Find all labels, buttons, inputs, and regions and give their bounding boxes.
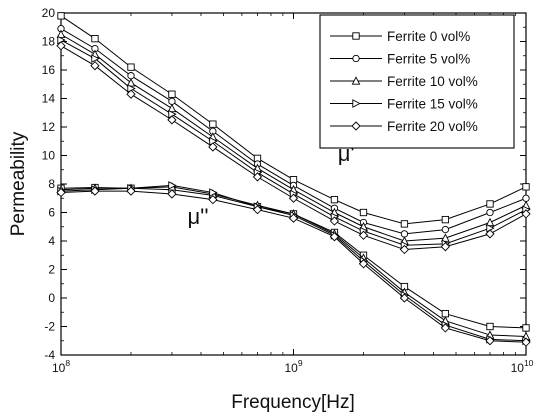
data-point-mu-double-prime <box>167 189 177 199</box>
data-point-mu-prime <box>441 215 450 224</box>
legend-swatch-marker <box>352 99 361 108</box>
data-point-mu-prime <box>168 97 176 106</box>
legend-swatch-marker <box>352 54 360 63</box>
data-point-mu-prime <box>522 183 530 191</box>
data-point-mu-prime <box>440 242 451 252</box>
legend-item: Ferrite 0 vol% <box>330 29 470 44</box>
legend-label: Ferrite 20 vol% <box>387 119 478 134</box>
data-point-mu-prime <box>90 61 100 71</box>
data-point-mu-double-prime <box>288 213 299 223</box>
data-point-mu-prime <box>91 35 99 43</box>
data-point-mu-prime <box>441 225 450 234</box>
y-tick-label: 18 <box>42 35 56 49</box>
x-tick-label: 109 <box>284 358 302 375</box>
data-point-mu-prime <box>522 194 530 202</box>
y-axis-label: Permeability <box>8 131 29 236</box>
legend-swatch-marker <box>351 121 361 131</box>
x-tick-label: 1010 <box>511 358 534 375</box>
legend-swatch-marker <box>352 32 360 40</box>
data-point-mu-double-prime <box>358 259 369 269</box>
data-point-mu-prime <box>486 208 494 217</box>
data-point-mu-prime <box>485 229 495 239</box>
data-point-mu-prime <box>521 209 531 219</box>
data-point-mu-double-prime <box>252 205 263 215</box>
data-point-mu-prime <box>56 41 66 51</box>
y-tick-label: 10 <box>42 149 56 163</box>
data-point-mu-double-prime <box>56 187 66 198</box>
data-point-mu-prime <box>168 90 176 98</box>
y-tick-label: 0 <box>48 291 55 305</box>
y-tick-label: -4 <box>44 348 55 362</box>
data-point-mu-double-prime <box>126 186 136 196</box>
data-point-mu-prime <box>208 142 218 152</box>
data-point-mu-double-prime <box>521 337 531 347</box>
data-point-mu-prime <box>359 208 368 217</box>
legend-label: Ferrite 0 vol% <box>387 29 470 44</box>
data-point-mu-prime <box>330 196 339 204</box>
data-point-mu-double-prime <box>440 323 451 333</box>
y-tick-label: 8 <box>48 177 55 191</box>
data-point-mu-prime <box>400 230 409 238</box>
legend-item: Ferrite 20 vol% <box>330 119 478 134</box>
data-point-mu-prime <box>167 115 177 125</box>
y-tick-label: 4 <box>48 234 55 248</box>
x-axis-label: Frequency[Hz] <box>231 392 355 413</box>
series-4 <box>56 41 531 347</box>
series-1 <box>57 25 530 238</box>
data-point-mu-prime <box>57 12 65 20</box>
legend-swatch-marker <box>351 76 361 85</box>
data-point-mu-double-prime <box>90 186 100 196</box>
series-line-mu-double-prime <box>60 184 527 342</box>
legend-label: Ferrite 5 vol% <box>387 52 470 67</box>
data-point-mu-double-prime <box>441 310 450 318</box>
y-tick-label: 2 <box>48 263 55 277</box>
data-point-mu-prime <box>126 78 136 87</box>
data-point-mu-prime <box>329 216 340 226</box>
data-point-mu-double-prime <box>522 324 530 332</box>
legend-item: Ferrite 15 vol% <box>330 97 478 112</box>
y-tick-label: 20 <box>42 6 56 20</box>
legend-label: Ferrite 15 vol% <box>387 97 478 112</box>
data-point-mu-prime <box>485 217 495 227</box>
data-point-mu-prime <box>252 172 263 182</box>
data-point-mu-prime <box>399 244 410 255</box>
legend-item: Ferrite 10 vol% <box>330 74 478 89</box>
data-point-mu-prime <box>56 29 66 39</box>
data-point-mu-prime <box>441 233 450 242</box>
data-point-mu-prime <box>127 72 135 80</box>
x-tick-label: 108 <box>52 358 70 375</box>
data-point-mu-double-prime <box>168 181 177 190</box>
series-line-mu-double-prime <box>60 187 527 329</box>
data-point-mu-prime <box>486 200 494 208</box>
legend: Ferrite 0 vol% Ferrite 5 vol% Ferrite 10 v… <box>319 14 515 149</box>
data-point-mu-prime <box>400 220 409 228</box>
data-point-mu-prime <box>126 89 136 99</box>
x-tick-labels: 108 109 1010 <box>52 358 534 375</box>
y-tick-label: 16 <box>42 63 56 77</box>
data-point-mu-prime <box>358 230 369 240</box>
data-point-mu-prime <box>91 54 100 63</box>
data-point-mu-double-prime <box>329 232 340 242</box>
y-tick-label: -2 <box>44 320 55 334</box>
data-point-mu-double-prime <box>208 195 218 205</box>
data-point-mu-prime <box>288 193 299 203</box>
y-tick-labels: -4 -2 0 2 4 6 8 10 12 14 16 18 20 <box>42 6 56 362</box>
y-tick-label: 6 <box>48 206 55 220</box>
data-point-mu-double-prime <box>399 293 410 303</box>
data-point-mu-prime <box>209 120 217 128</box>
data-point-mu-double-prime <box>209 188 218 197</box>
y-tick-label: 12 <box>42 120 56 134</box>
curve-annotation: μ'' <box>187 204 208 229</box>
data-point-mu-prime <box>127 63 135 71</box>
data-point-mu-prime <box>167 103 177 113</box>
plot-area: μ'μ'' <box>56 12 531 356</box>
data-point-mu-double-prime <box>486 322 494 331</box>
legend-item: Ferrite 5 vol% <box>330 52 470 67</box>
legend-label: Ferrite 10 vol% <box>387 74 478 89</box>
series-layer <box>56 12 531 347</box>
data-point-mu-double-prime <box>485 336 495 346</box>
y-tick-label: 14 <box>42 92 56 106</box>
